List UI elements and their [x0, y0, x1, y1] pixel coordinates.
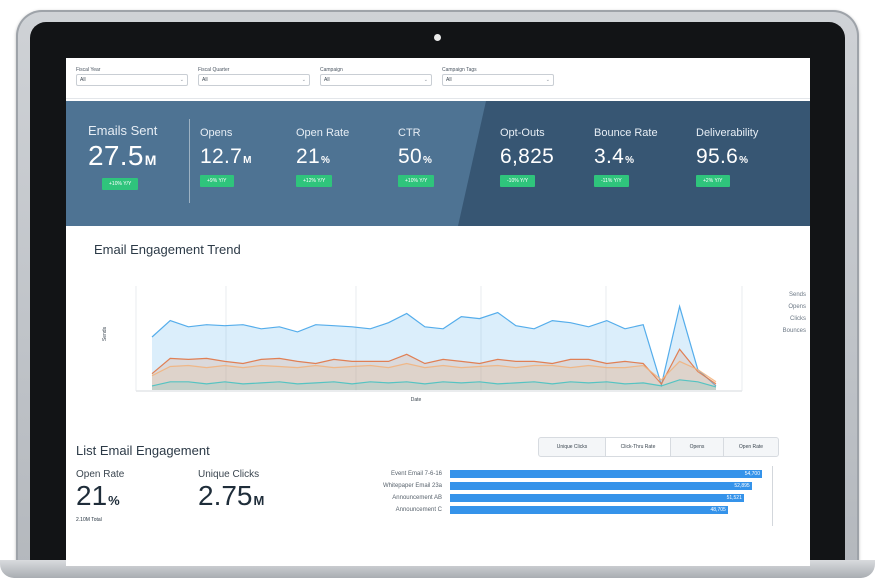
kpi-ctr: CTR 50% +10% Y/Y [398, 127, 435, 187]
series-line-bounces[interactable] [151, 379, 717, 388]
kpi-bounce-rate: Bounce Rate 3.4% -11% Y/Y [594, 127, 658, 187]
kpi-label: Bounce Rate [594, 127, 658, 139]
y-axis-label: Sends [102, 326, 108, 341]
select-value: All [202, 77, 208, 83]
filter-label: Fiscal Year [76, 67, 101, 73]
tab-click-thru-rate[interactable]: Click-Thru Rate [606, 438, 671, 456]
chevron-down-icon: ⌄ [301, 77, 306, 83]
select-value: All [80, 77, 86, 83]
kpi-label: Opt-Outs [500, 127, 545, 139]
metric-subtext: 2.10M Total [76, 517, 102, 523]
metric-unique-clicks: Unique Clicks 2.75M [198, 469, 264, 517]
series-line-opens[interactable] [151, 348, 717, 385]
camera-icon [434, 34, 441, 41]
bar-fill[interactable]: 48,705 [450, 506, 728, 514]
kpi-badge: +9% Y/Y [200, 175, 234, 187]
fiscal-quarter-select[interactable]: All ⌄ [198, 74, 310, 86]
kpi-deliverability: Deliverability 95.6% +2% Y/Y [696, 127, 758, 187]
kpi-badge: -11% Y/Y [594, 175, 629, 187]
bar-fill[interactable]: 54,700 [450, 470, 762, 478]
campaign-tags-select[interactable]: All ⌄ [442, 74, 554, 86]
dashboard-screen: Fiscal Year All ⌄ Fiscal Quarter All ⌄ C… [66, 58, 810, 566]
kpi-label: Emails Sent [88, 123, 158, 138]
chevron-down-icon: ⌄ [423, 77, 428, 83]
kpi-value: 6,825 [500, 145, 555, 168]
kpi-value: 50% [398, 145, 433, 168]
kpi-badge: +12% Y/Y [296, 175, 333, 187]
kpi-opens: Opens 12.7M +9% Y/Y [200, 127, 252, 187]
select-value: All [324, 77, 330, 83]
kpi-emails-sent: Emails Sent 27.5M +10% Y/Y [88, 123, 157, 190]
legend-item-bounces[interactable]: Bounces [726, 328, 806, 340]
kpi-value: 95.6% [696, 145, 749, 168]
bar-value: 48,705 [710, 507, 726, 513]
bar-label: Event Email 7-6-16 [390, 471, 442, 477]
engagement-tabs: Unique Clicks Click-Thru Rate Opens Open… [538, 437, 779, 457]
bar-value: 52,895 [734, 483, 750, 489]
tab-open-rate[interactable]: Open Rate [738, 444, 764, 450]
metric-label: Unique Clicks [198, 469, 260, 480]
filter-label: Campaign [320, 67, 343, 73]
kpi-badge: +10% Y/Y [398, 175, 435, 187]
bar-label: Announcement C [395, 507, 442, 513]
engagement-trend-chart: Date Sends [102, 286, 743, 403]
kpi-opt-outs: Opt-Outs 6,825 -10% Y/Y [500, 127, 555, 187]
tab-unique-clicks[interactable]: Unique Clicks [539, 438, 606, 456]
kpi-label: Deliverability [696, 127, 759, 139]
bar-label: Announcement AB [392, 495, 442, 501]
kpi-band: Emails Sent 27.5M +10% Y/Y Opens 12.7M +… [66, 101, 810, 226]
kpi-badge: -10% Y/Y [500, 175, 536, 187]
kpi-value: 12.7M [200, 145, 252, 168]
bar-axis-line [772, 466, 773, 526]
kpi-badge: +10% Y/Y [102, 178, 139, 190]
kpi-open-rate: Open Rate 21% +12% Y/Y [296, 127, 349, 187]
bar-fill[interactable]: 52,895 [450, 482, 752, 490]
metric-value: 21% [76, 480, 120, 511]
area-sends [152, 306, 716, 390]
metric-label: Open Rate [76, 469, 125, 480]
legend-item-sends[interactable]: Sends [726, 292, 806, 304]
metric-value: 2.75M [198, 480, 265, 511]
legend-item-clicks[interactable]: Clicks [726, 316, 806, 328]
legend-item-opens[interactable]: Opens [726, 304, 806, 316]
filter-label: Fiscal Quarter [198, 67, 230, 73]
campaign-select[interactable]: All ⌄ [320, 74, 432, 86]
bar-value: 51,521 [726, 495, 742, 501]
fiscal-year-select[interactable]: All ⌄ [76, 74, 188, 86]
kpi-label: CTR [398, 127, 421, 139]
x-axis-label: Date [411, 397, 422, 403]
filter-bar: Fiscal Year All ⌄ Fiscal Quarter All ⌄ C… [66, 58, 810, 99]
divider [189, 119, 190, 203]
bar-fill[interactable]: 51,521 [450, 494, 744, 502]
filter-label: Campaign Tags [442, 67, 477, 73]
kpi-badge: +2% Y/Y [696, 175, 730, 187]
chart-legend: Sends Opens Clicks Bounces [726, 292, 806, 340]
filter-fiscal-quarter: Fiscal Quarter All ⌄ [198, 66, 310, 86]
series-line-sends[interactable] [151, 304, 717, 388]
tab-opens[interactable]: Opens [671, 438, 724, 456]
bar-value: 54,700 [744, 471, 760, 477]
series-line-clicks[interactable] [151, 360, 717, 383]
chevron-down-icon: ⌄ [545, 77, 550, 83]
kpi-label: Open Rate [296, 127, 350, 139]
kpi-dark-panel [458, 101, 810, 226]
trend-chart-title: Email Engagement Trend [94, 242, 241, 257]
filter-campaign: Campaign All ⌄ [320, 66, 432, 86]
kpi-label: Opens [200, 127, 233, 139]
metric-open-rate: Open Rate 21% 2.10M Total [76, 469, 124, 523]
kpi-value: 21% [296, 145, 331, 168]
filter-campaign-tags: Campaign Tags All ⌄ [442, 66, 554, 86]
select-value: All [446, 77, 452, 83]
chevron-down-icon: ⌄ [179, 77, 184, 83]
bar-label: Whitepaper Email 23a [382, 483, 442, 489]
kpi-value: 27.5M [88, 140, 157, 171]
filter-fiscal-year: Fiscal Year All ⌄ [76, 66, 188, 86]
kpi-value: 3.4% [594, 145, 635, 168]
list-engagement-title: List Email Engagement [76, 443, 210, 458]
